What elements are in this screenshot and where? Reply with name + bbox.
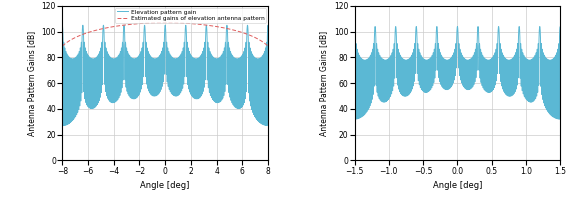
Y-axis label: Antenna Pattern Gains [dB]: Antenna Pattern Gains [dB] (319, 31, 328, 136)
Estimated gains of elevation antenna pattern (69, 38, 76, 40)
Elevation pattern gain (265, 45, 272, 47)
Line: Elevation pattern gain: Elevation pattern gain (62, 25, 268, 126)
Estimated gains of elevation antenna pattern (59, 45, 66, 47)
Legend: Elevation pattern gain, Estimated gains of elevation antenna pattern: Elevation pattern gain, Estimated gains … (115, 8, 267, 23)
Elevation pattern gain (60, 125, 67, 127)
Estimated gains of elevation antenna pattern (134, 23, 140, 25)
Elevation pattern gain (59, 45, 66, 47)
Estimated gains of elevation antenna pattern (162, 22, 169, 24)
Elevation pattern gain (190, 68, 196, 70)
Estimated gains of elevation antenna pattern (265, 45, 272, 47)
X-axis label: Angle [deg]: Angle [deg] (140, 181, 190, 190)
Estimated gains of elevation antenna pattern (190, 23, 196, 25)
Elevation pattern gain (181, 43, 187, 45)
Estimated gains of elevation antenna pattern (181, 22, 187, 24)
X-axis label: Angle [deg]: Angle [deg] (433, 181, 482, 190)
Elevation pattern gain (134, 57, 140, 59)
Elevation pattern gain (212, 59, 218, 61)
Elevation pattern gain (79, 24, 86, 27)
Line: Estimated gains of elevation antenna pattern: Estimated gains of elevation antenna pat… (62, 23, 268, 46)
Estimated gains of elevation antenna pattern (212, 25, 218, 28)
Elevation pattern gain (69, 74, 76, 76)
Elevation pattern gain (222, 83, 229, 85)
Y-axis label: Antenna Pattern Gains [dB]: Antenna Pattern Gains [dB] (27, 31, 36, 136)
Estimated gains of elevation antenna pattern (222, 27, 229, 30)
